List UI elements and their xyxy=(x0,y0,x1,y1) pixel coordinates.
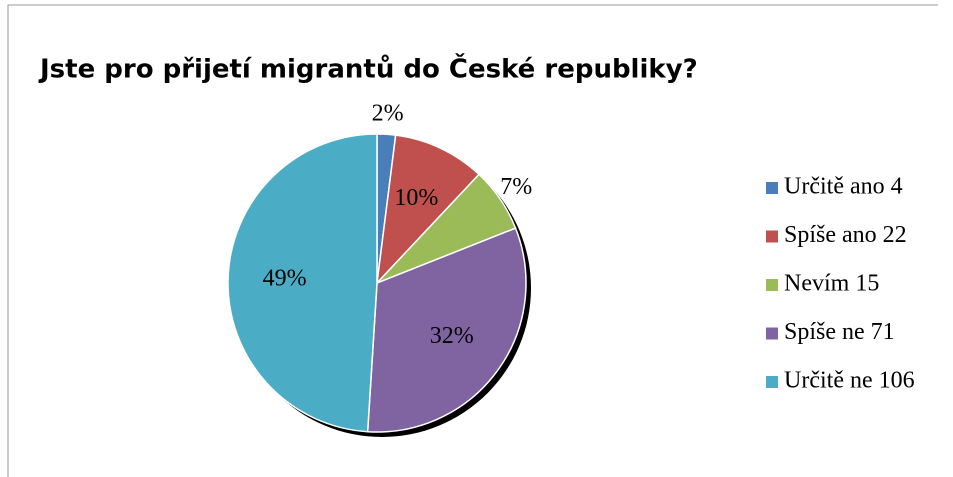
legend-swatch xyxy=(766,327,778,340)
legend-swatch xyxy=(766,376,778,388)
legend-swatch xyxy=(766,182,778,194)
frame xyxy=(7,4,938,477)
legend-swatch xyxy=(766,279,778,291)
legend-label: Určitě ne 106 xyxy=(784,368,915,394)
data-label: 10% xyxy=(394,185,438,211)
chart-title: Jste pro přijetí migrantů do České repub… xyxy=(38,53,698,85)
legend-swatch xyxy=(766,230,778,243)
pie-slice xyxy=(366,227,527,433)
data-label: 2% xyxy=(372,100,404,126)
pie-slice xyxy=(375,134,481,286)
legend-label: Spíše ne 71 xyxy=(784,319,895,345)
data-label: 49% xyxy=(263,266,307,292)
data-label: 32% xyxy=(430,323,474,349)
legend-label: Nevím 15 xyxy=(784,271,879,297)
legend-label: Určitě ano 4 xyxy=(784,174,903,200)
legend-label: Spíše ano 22 xyxy=(784,222,907,248)
data-label: 7% xyxy=(500,174,532,200)
pie-slice xyxy=(227,133,378,433)
